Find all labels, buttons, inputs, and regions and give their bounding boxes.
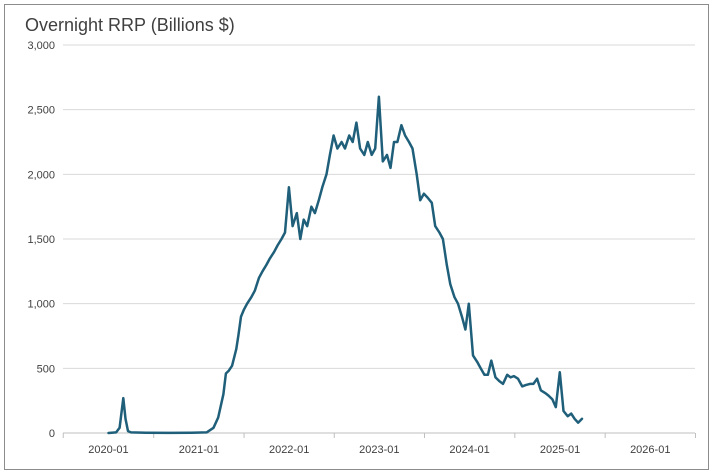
tick-labels: 0 500 1,000 1,500 2,000 2,500 3,000 2020-01 2021… — [27, 40, 670, 456]
y-tick-label: 1,500 — [27, 234, 55, 246]
x-tick-label: 2024-01 — [449, 444, 489, 456]
y-tick-label: 2,000 — [27, 169, 55, 181]
chart-title: Overnight RRP (Billions $) — [25, 15, 235, 35]
y-tick-label: 1,000 — [27, 299, 55, 311]
y-tick-label: 3,000 — [27, 40, 55, 52]
x-tick-label: 2025-01 — [540, 444, 580, 456]
x-tick-label: 2022-01 — [269, 444, 309, 456]
x-tick-label: 2023-01 — [359, 444, 399, 456]
x-tick-label: 2021-01 — [179, 444, 219, 456]
y-tick-label: 2,500 — [27, 105, 55, 117]
y-tick-label: 0 — [49, 428, 55, 440]
y-tick-label: 500 — [37, 363, 55, 375]
series-line — [107, 95, 584, 435]
gridlines — [63, 44, 695, 369]
series-layer — [107, 95, 584, 435]
chart-frame: Overnight RRP (Billions $) 0 500 1,000 1,50… — [4, 4, 709, 470]
chart-plot: 0 500 1,000 1,500 2,000 2,500 3,000 2020-01 2021… — [27, 40, 696, 456]
x-tick-label: 2020-01 — [88, 444, 128, 456]
x-tick-label: 2026-01 — [630, 444, 670, 456]
